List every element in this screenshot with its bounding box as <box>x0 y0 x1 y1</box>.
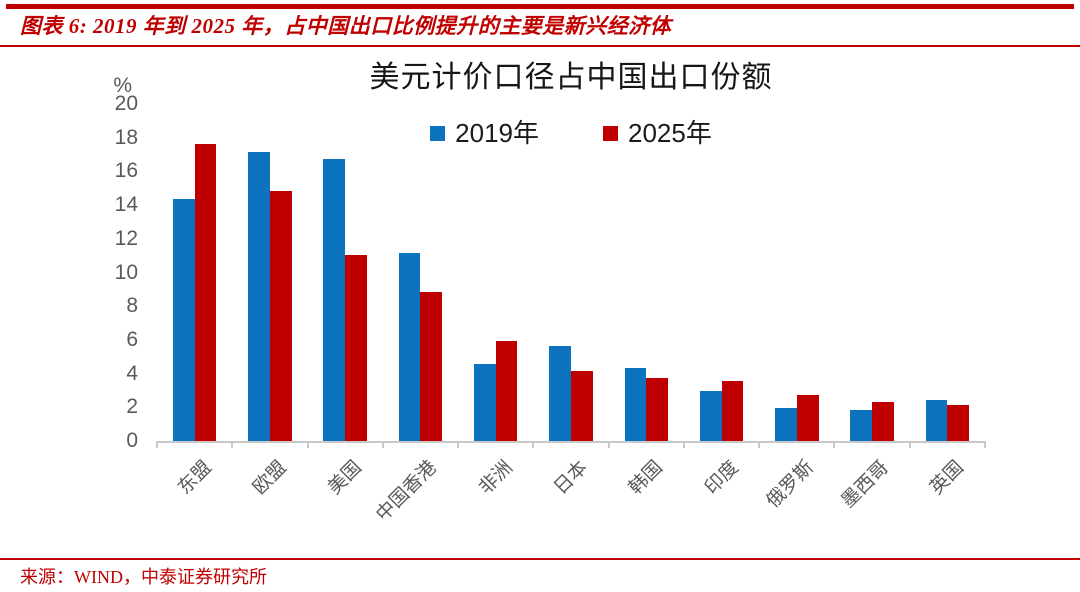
bar-series2025-cat7 <box>721 381 744 441</box>
bar-series2025-cat0 <box>194 143 217 441</box>
y-axis-tick-label-18: 18 <box>114 125 138 149</box>
figure-caption: 图表 6: 2019 年到 2025 年，占中国出口比例提升的主要是新兴经济体 <box>20 14 672 38</box>
x-axis-tick <box>758 441 761 448</box>
y-axis-tick-label-16: 16 <box>114 159 138 183</box>
x-axis-label-cat2: 美国 <box>324 457 367 499</box>
x-axis-line <box>156 441 986 443</box>
x-axis-tick <box>381 441 384 448</box>
bar-series2019-cat6 <box>624 367 647 441</box>
bar-series2019-cat3 <box>398 253 421 441</box>
y-axis-tick-label-14: 14 <box>114 193 138 217</box>
legend-label-2025: 2025年 <box>628 118 712 148</box>
bar-series2025-cat5 <box>571 371 593 441</box>
x-axis-label-cat1: 欧盟 <box>249 457 291 499</box>
legend-label-2019: 2019年 <box>455 118 539 148</box>
bar-series2019-cat0 <box>172 199 195 441</box>
x-axis-tick <box>231 441 234 448</box>
bar-series2019-cat2 <box>323 158 346 441</box>
footer-rule <box>0 558 1080 560</box>
y-axis-tick-label-4: 4 <box>126 361 138 385</box>
bar-series2025-cat3 <box>420 292 443 441</box>
bar-series2019-cat4 <box>474 364 496 441</box>
header-top-rule <box>6 4 1074 9</box>
y-axis-tick-label-0: 0 <box>126 429 138 452</box>
bar-series2019-cat9 <box>850 409 873 441</box>
y-axis-tick-label-8: 8 <box>126 294 138 318</box>
x-axis-label-cat8: 俄罗斯 <box>762 457 818 513</box>
legend-swatch-2019-icon <box>430 125 446 141</box>
bar-series2019-cat7 <box>699 391 722 441</box>
x-axis-label-cat7: 印度 <box>700 457 743 499</box>
x-axis-tick <box>532 441 535 448</box>
x-axis-label-cat0: 东盟 <box>173 457 216 499</box>
source-text: 来源：WIND，中泰证券研究所 <box>20 567 267 587</box>
bar-series2025-cat6 <box>646 377 668 441</box>
bar-series2025-cat1 <box>269 190 292 441</box>
chart-legend: 2019年 2025年 <box>157 118 985 148</box>
bar-series2019-cat10 <box>925 399 948 441</box>
y-axis-tick-label-6: 6 <box>126 327 138 351</box>
x-axis-label-cat3: 中国香港 <box>372 457 442 526</box>
x-axis-tick <box>984 441 986 448</box>
legend-item-2019: 2019年 <box>430 118 539 148</box>
bar-series2019-cat5 <box>549 345 571 441</box>
bar-series2025-cat2 <box>345 254 367 441</box>
x-axis-label-cat4: 非洲 <box>474 457 517 499</box>
bar-series2025-cat4 <box>495 340 518 441</box>
chart-title: 美元计价口径占中国出口份额 <box>369 61 773 94</box>
y-axis-tick-label-20: 20 <box>114 92 138 115</box>
y-axis-unit-label: % <box>113 74 132 97</box>
bar-series2019-cat8 <box>775 408 797 441</box>
legend-item-2025: 2025年 <box>603 118 712 148</box>
x-axis-tick <box>306 441 309 448</box>
y-axis-tick-label-2: 2 <box>126 395 138 419</box>
x-axis-tick <box>607 441 610 448</box>
y-axis-tick-label-12: 12 <box>114 226 138 250</box>
x-axis-tick <box>833 441 836 448</box>
bar-series2025-cat8 <box>796 394 819 441</box>
x-axis-label-cat9: 墨西哥 <box>837 457 893 513</box>
x-axis-tick <box>682 441 685 448</box>
y-axis-tick-label-10: 10 <box>114 260 138 284</box>
x-axis-label-cat6: 韩国 <box>625 457 668 499</box>
header-bottom-rule <box>0 45 1080 47</box>
x-axis-label-cat10: 英国 <box>926 457 969 499</box>
bar-series2019-cat1 <box>248 152 270 441</box>
x-axis-tick <box>156 441 158 448</box>
legend-swatch-2025-icon <box>603 125 618 141</box>
x-axis-tick <box>457 441 460 448</box>
x-axis-tick <box>908 441 911 448</box>
x-axis-label-cat5: 日本 <box>550 457 592 499</box>
bar-series2025-cat9 <box>872 401 894 441</box>
bar-series2025-cat10 <box>947 404 970 441</box>
